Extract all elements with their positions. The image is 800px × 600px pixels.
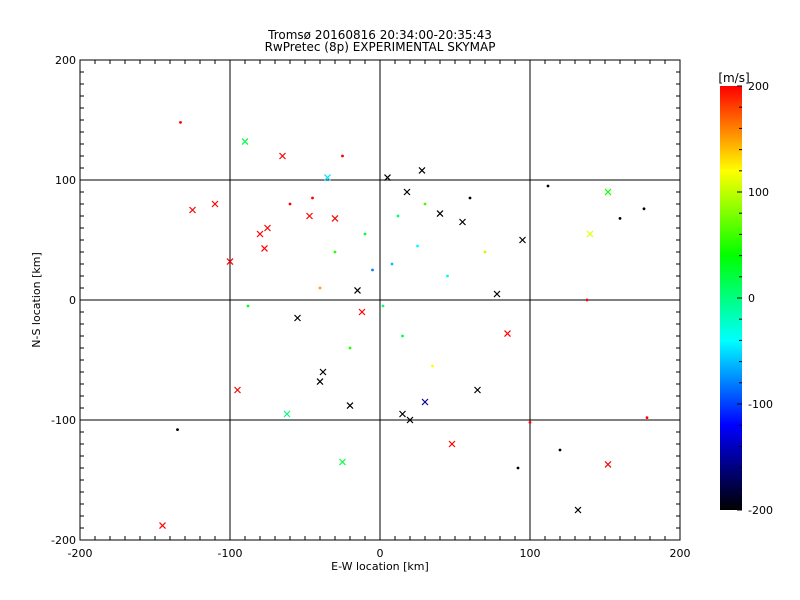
- y-tick-label: 200: [55, 54, 76, 67]
- grid-lines: [80, 60, 680, 540]
- data-points: [159, 121, 649, 530]
- colorbar-tick-label: -200: [748, 504, 773, 517]
- data-point-cross: [211, 200, 219, 208]
- data-point-cross: [324, 174, 331, 182]
- data-point-cross: [403, 188, 411, 196]
- x-tick-label: -100: [218, 547, 243, 560]
- data-point-cross: [448, 440, 456, 448]
- data-point-cross: [339, 458, 346, 466]
- x-axis-label: E-W location [km]: [331, 560, 429, 573]
- data-point-dot: [468, 196, 472, 200]
- data-point-cross: [316, 378, 324, 386]
- data-point-cross: [226, 258, 234, 266]
- x-tick-label: 200: [670, 547, 691, 560]
- data-point-cross: [331, 214, 339, 222]
- data-point-cross: [283, 410, 291, 418]
- data-point-cross: [358, 308, 366, 316]
- data-point-dot: [446, 274, 449, 278]
- data-point-cross: [306, 212, 313, 220]
- data-point-dot: [431, 364, 434, 368]
- data-point-dot: [396, 214, 400, 218]
- y-axis-label: N-S location [km]: [30, 252, 43, 348]
- data-point-cross: [421, 398, 429, 406]
- data-point-dot: [483, 250, 487, 254]
- data-point-dot: [645, 416, 649, 419]
- data-point-cross: [294, 314, 301, 322]
- data-point-dot: [381, 304, 385, 308]
- data-point-cross: [604, 460, 612, 468]
- data-point-cross: [586, 230, 594, 238]
- data-point-dot: [371, 268, 374, 272]
- data-point-dot: [642, 207, 646, 211]
- colorbar-tick-label: 100: [748, 186, 769, 199]
- data-point-dot: [516, 466, 520, 470]
- data-point-dot: [333, 250, 337, 254]
- chart-subtitle: RwPretec (8p) EXPERIMENTAL SKYMAP: [264, 40, 496, 54]
- data-point-cross: [189, 206, 196, 214]
- x-tick-label: 0: [377, 547, 384, 560]
- data-point-cross: [384, 174, 391, 182]
- y-tick-label: 0: [69, 294, 76, 307]
- colorbar-tick-label: 200: [748, 80, 769, 93]
- data-point-cross: [319, 368, 327, 376]
- data-point-dot: [179, 121, 182, 124]
- data-point-dot: [348, 346, 352, 350]
- y-tick-label: -100: [51, 414, 76, 427]
- data-point-cross: [256, 230, 264, 238]
- data-point-dot: [558, 448, 562, 452]
- y-tick-label: -200: [51, 534, 76, 547]
- data-point-cross: [474, 386, 481, 394]
- data-point-cross: [418, 166, 426, 174]
- colorbar-label: [m/s]: [718, 71, 749, 85]
- data-point-dot: [585, 298, 589, 302]
- data-point-cross: [241, 138, 249, 146]
- data-point-cross: [436, 210, 444, 218]
- data-point-dot: [318, 286, 322, 290]
- data-point-cross: [604, 188, 612, 196]
- data-point-dot: [528, 421, 532, 424]
- x-tick-label: 100: [520, 547, 541, 560]
- data-point-cross: [399, 410, 406, 418]
- colorbar-ticks: 200 100 0 -100 -200: [737, 80, 773, 517]
- axis-ticks: -200 -100 0 100 200 -200 -100 0 100 200: [51, 54, 690, 560]
- data-point-cross: [519, 236, 526, 244]
- data-point-cross: [159, 522, 166, 530]
- data-point-cross: [279, 152, 286, 160]
- data-point-dot: [246, 304, 250, 308]
- chart-title: Tromsø 20160816 20:34:00-20:35:43: [268, 28, 492, 42]
- colorbar-tick-label: 0: [748, 292, 755, 305]
- data-point-cross: [574, 506, 582, 514]
- x-tick-label: -200: [68, 547, 93, 560]
- data-point-dot: [618, 217, 622, 220]
- data-point-cross: [354, 286, 361, 294]
- data-point-cross: [504, 330, 511, 338]
- data-point-dot: [423, 202, 427, 206]
- data-point-dot: [311, 196, 314, 200]
- data-point-cross: [406, 416, 414, 424]
- data-point-dot: [401, 334, 404, 338]
- data-point-dot: [341, 154, 344, 158]
- data-point-cross: [264, 224, 271, 232]
- data-point-cross: [234, 386, 241, 394]
- data-point-dot: [546, 184, 550, 188]
- data-point-dot: [416, 244, 419, 248]
- data-point-dot: [288, 202, 292, 206]
- data-point-dot: [363, 232, 367, 236]
- y-tick-label: 100: [55, 174, 76, 187]
- data-point-cross: [261, 244, 268, 252]
- data-point-cross: [346, 402, 354, 410]
- data-point-cross: [459, 218, 466, 226]
- data-point-dot: [390, 262, 394, 266]
- colorbar-tick-label: -100: [748, 398, 773, 411]
- data-point-cross: [493, 290, 501, 298]
- data-point-dot: [176, 428, 179, 431]
- colorbar: [720, 86, 742, 510]
